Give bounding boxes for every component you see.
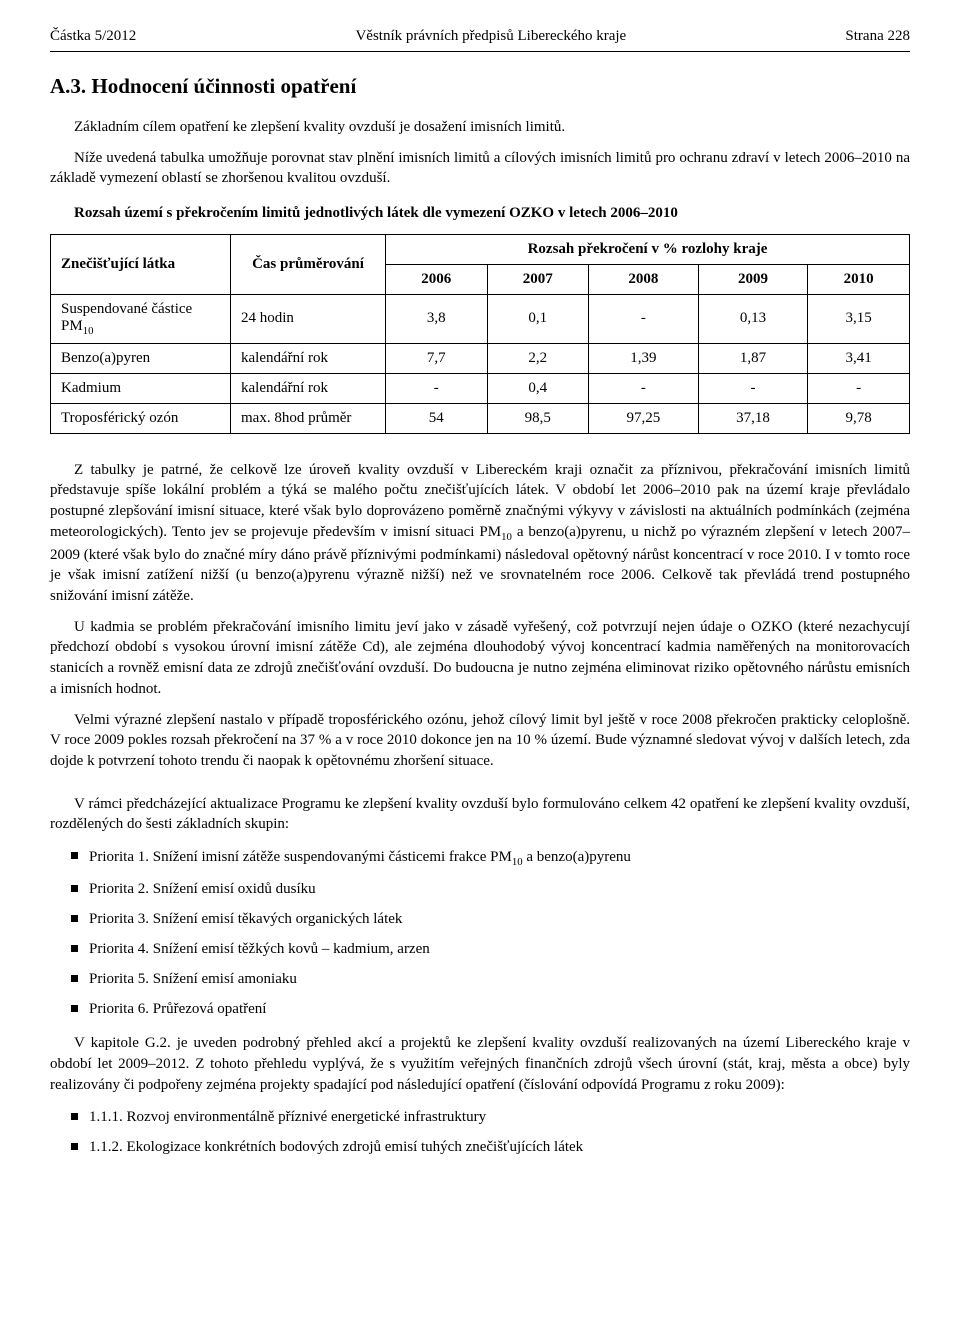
paragraph-intro-2: Níže uvedená tabulka umožňuje porovnat s… <box>50 148 910 189</box>
table-row: Kadmiumkalendářní rok-0,4--- <box>51 373 910 403</box>
section-title: A.3. Hodnocení účinnosti opatření <box>50 74 910 99</box>
list-item: Priorita 6. Průřezová opatření <box>50 997 910 1021</box>
th-year: 2007 <box>487 264 589 294</box>
paragraph-7: V kapitole G.2. je uveden podrobný přehl… <box>50 1033 910 1095</box>
cell-value: 1,39 <box>589 343 699 373</box>
table-caption: Rozsah území s překročením limitů jednot… <box>50 203 910 224</box>
cell-value: 98,5 <box>487 403 589 433</box>
cell-value: - <box>808 373 910 403</box>
th-year: 2010 <box>808 264 910 294</box>
header-right: Strana 228 <box>845 28 910 45</box>
th-group: Rozsah překročení v % rozlohy kraje <box>386 234 910 264</box>
paragraph-4: U kadmia se problém překračování imisníh… <box>50 617 910 700</box>
cell-substance: Benzo(a)pyren <box>51 343 231 373</box>
table-body: Suspendované částice PM1024 hodin3,80,1-… <box>51 294 910 433</box>
cell-value: 1,87 <box>698 343 808 373</box>
paragraph-6: V rámci předcházející aktualizace Progra… <box>50 794 910 835</box>
list-item: Priorita 1. Snížení imisní zátěže suspen… <box>50 845 910 871</box>
cell-value: 54 <box>386 403 488 433</box>
th-year: 2006 <box>386 264 488 294</box>
cell-substance: Kadmium <box>51 373 231 403</box>
cell-value: 37,18 <box>698 403 808 433</box>
header-left: Částka 5/2012 <box>50 28 136 45</box>
cell-value: 0,1 <box>487 294 589 343</box>
list-item: 1.1.2. Ekologizace konkrétních bodových … <box>50 1135 910 1159</box>
list-item: Priorita 4. Snížení emisí těžkých kovů –… <box>50 937 910 961</box>
cell-value: - <box>589 373 699 403</box>
cell-averaging: kalendářní rok <box>231 373 386 403</box>
list-item: Priorita 5. Snížení emisí amoniaku <box>50 967 910 991</box>
table-row: Benzo(a)pyrenkalendářní rok7,72,21,391,8… <box>51 343 910 373</box>
cell-value: - <box>698 373 808 403</box>
cell-averaging: kalendářní rok <box>231 343 386 373</box>
th-averaging: Čas průměrování <box>231 234 386 294</box>
page: Částka 5/2012 Věstník právních předpisů … <box>0 0 960 1211</box>
cell-value: - <box>589 294 699 343</box>
priorities-list: Priorita 1. Snížení imisní zátěže suspen… <box>50 845 910 1021</box>
table-row: Troposférický ozónmax. 8hod průměr5498,5… <box>51 403 910 433</box>
list-item: 1.1.1. Rozvoj environmentálně příznivé e… <box>50 1105 910 1129</box>
page-header: Částka 5/2012 Věstník právních předpisů … <box>50 28 910 45</box>
cell-value: - <box>386 373 488 403</box>
cell-averaging: 24 hodin <box>231 294 386 343</box>
cell-value: 3,8 <box>386 294 488 343</box>
paragraph-5: Velmi výrazné zlepšení nastalo v případě… <box>50 710 910 772</box>
th-year: 2009 <box>698 264 808 294</box>
paragraph-intro-1: Základním cílem opatření ke zlepšení kva… <box>50 117 910 138</box>
cell-value: 0,13 <box>698 294 808 343</box>
list-item: Priorita 3. Snížení emisí těkavých organ… <box>50 907 910 931</box>
th-year: 2008 <box>589 264 699 294</box>
cell-value: 7,7 <box>386 343 488 373</box>
measures-list: 1.1.1. Rozvoj environmentálně příznivé e… <box>50 1105 910 1159</box>
cell-averaging: max. 8hod průměr <box>231 403 386 433</box>
cell-substance: Suspendované částice PM10 <box>51 294 231 343</box>
cell-value: 97,25 <box>589 403 699 433</box>
header-rule <box>50 51 910 52</box>
header-center: Věstník právních předpisů Libereckého kr… <box>355 28 626 45</box>
cell-value: 3,15 <box>808 294 910 343</box>
cell-value: 3,41 <box>808 343 910 373</box>
th-substance: Znečišťující látka <box>51 234 231 294</box>
cell-value: 0,4 <box>487 373 589 403</box>
paragraph-3: Z tabulky je patrné, že celkově lze úrov… <box>50 460 910 607</box>
table-row: Suspendované částice PM1024 hodin3,80,1-… <box>51 294 910 343</box>
cell-substance: Troposférický ozón <box>51 403 231 433</box>
ozko-table: Znečišťující látka Čas průměrování Rozsa… <box>50 234 910 434</box>
list-item: Priorita 2. Snížení emisí oxidů dusíku <box>50 877 910 901</box>
cell-value: 2,2 <box>487 343 589 373</box>
cell-value: 9,78 <box>808 403 910 433</box>
